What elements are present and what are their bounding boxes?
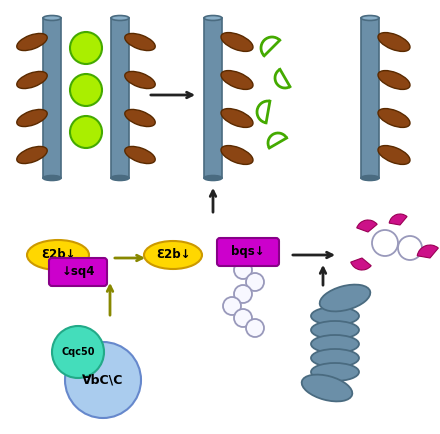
Ellipse shape [311,335,359,353]
Ellipse shape [125,72,155,89]
Text: Cqc50: Cqc50 [61,347,95,357]
Ellipse shape [378,145,410,164]
Ellipse shape [27,240,89,270]
FancyBboxPatch shape [217,238,279,266]
Ellipse shape [221,33,253,52]
Ellipse shape [311,307,359,325]
Ellipse shape [204,175,222,181]
Ellipse shape [125,109,155,127]
Bar [204,18,222,178]
Ellipse shape [17,146,47,164]
Circle shape [234,285,252,303]
Text: Ɛ2b↓: Ɛ2b↓ [156,249,190,262]
Circle shape [234,309,252,327]
Circle shape [246,273,264,291]
Ellipse shape [111,175,129,181]
Ellipse shape [311,363,359,381]
Ellipse shape [311,349,359,367]
Circle shape [234,261,252,279]
Ellipse shape [361,175,379,181]
Wedge shape [357,220,377,232]
Text: bqs↓: bqs↓ [231,246,265,259]
Wedge shape [389,214,407,225]
Ellipse shape [221,145,253,164]
Ellipse shape [320,285,370,312]
Ellipse shape [311,321,359,339]
Ellipse shape [43,175,61,181]
Ellipse shape [361,16,379,20]
Ellipse shape [302,375,352,401]
Circle shape [223,297,241,315]
Circle shape [372,230,398,256]
Wedge shape [417,245,438,258]
Ellipse shape [17,33,47,50]
Text: ∀bC\C: ∀bC\C [82,374,124,387]
Circle shape [70,74,102,106]
FancyBboxPatch shape [49,258,107,286]
Circle shape [70,116,102,148]
Bar [43,18,61,178]
Circle shape [246,319,264,337]
Ellipse shape [43,16,61,20]
Ellipse shape [125,146,155,164]
Ellipse shape [17,109,47,127]
Circle shape [65,342,141,418]
Ellipse shape [204,16,222,20]
Bar [361,18,379,178]
Ellipse shape [125,33,155,50]
Circle shape [52,326,104,378]
Ellipse shape [221,71,253,89]
Ellipse shape [221,108,253,128]
Wedge shape [351,258,371,270]
Circle shape [70,32,102,64]
Ellipse shape [378,33,410,52]
Ellipse shape [144,241,202,269]
Text: Ɛ2b↓: Ɛ2b↓ [41,249,75,262]
Ellipse shape [378,108,410,128]
Circle shape [398,236,422,260]
Ellipse shape [17,72,47,89]
Ellipse shape [111,16,129,20]
Bar [111,18,129,178]
Ellipse shape [378,71,410,89]
Text: ↓sq4: ↓sq4 [61,266,95,279]
